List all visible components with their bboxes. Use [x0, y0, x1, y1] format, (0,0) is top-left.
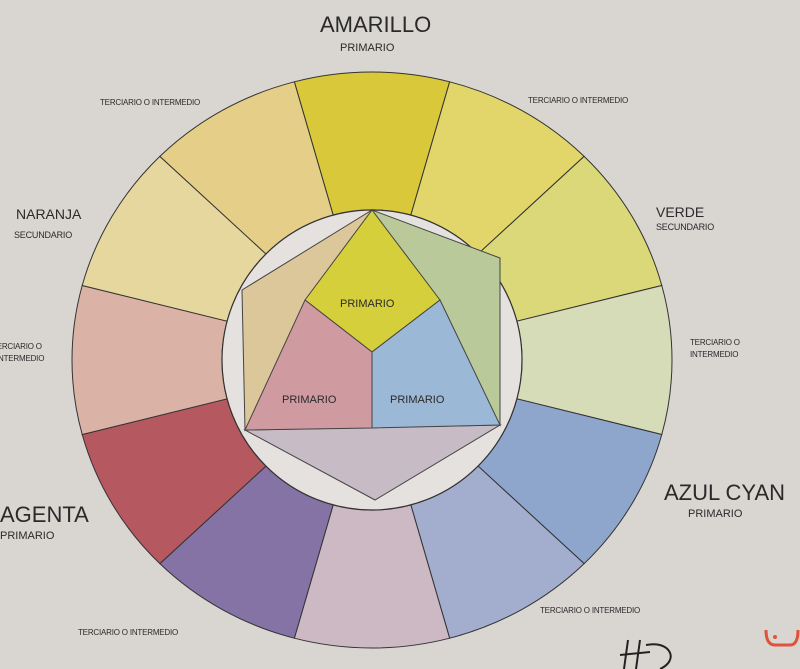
label-terciario-right-1: TERCIARIO O — [690, 338, 740, 347]
label-amarillo-sub: PRIMARIO — [340, 42, 395, 54]
label-terciario-top-right: TERCIARIO O INTERMEDIO — [528, 96, 629, 105]
label-terciario-bottom-left: TERCIARIO O INTERMEDIO — [78, 628, 179, 637]
label-azul: AZUL CYAN — [664, 480, 786, 505]
label-inner-yellow: PRIMARIO — [340, 298, 395, 310]
inner-hexagon — [241, 209, 502, 501]
watermark-icon — [764, 629, 800, 647]
label-verde-sub: SECUNDARIO — [656, 222, 715, 232]
label-inner-blue: PRIMARIO — [390, 394, 445, 406]
label-terciario-top-left: TERCIARIO O INTERMEDIO — [100, 98, 201, 107]
label-terciario-bottom-right: TERCIARIO O INTERMEDIO — [540, 606, 641, 615]
label-naranja: NARANJA — [16, 206, 82, 222]
label-azul-sub: PRIMARIO — [688, 508, 743, 520]
label-naranja-sub: SECUNDARIO — [14, 230, 73, 240]
label-terciario-right-2: INTERMEDIO — [690, 350, 739, 359]
label-inner-red: PRIMARIO — [282, 394, 337, 406]
label-verde: VERDE — [656, 204, 705, 220]
signature — [619, 639, 672, 669]
label-magenta-sub: PRIMARIO — [0, 530, 55, 542]
triangle-blue — [371, 299, 501, 429]
label-amarillo: AMARILLO — [320, 12, 432, 37]
label-terciario-left-2: INTERMEDIO — [0, 354, 45, 363]
wheel-segments — [71, 71, 673, 649]
label-magenta: AGENTA — [0, 502, 89, 527]
label-terciario-left-1: TERCIARIO O — [0, 342, 42, 351]
